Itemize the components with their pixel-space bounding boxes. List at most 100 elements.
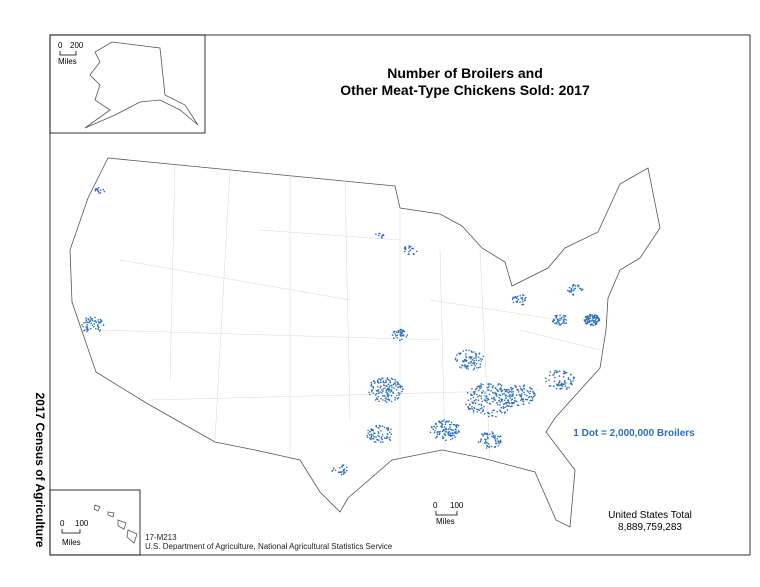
dot — [343, 473, 345, 475]
dot — [447, 434, 450, 436]
dot — [387, 429, 390, 432]
dot — [386, 398, 389, 401]
dot — [510, 387, 512, 389]
dot — [467, 405, 469, 408]
dot — [475, 359, 478, 362]
dot — [380, 430, 382, 432]
dot — [485, 397, 488, 399]
dot — [497, 390, 499, 393]
dot — [560, 387, 563, 390]
dot — [99, 321, 102, 324]
dot — [395, 388, 398, 391]
dot — [500, 407, 503, 409]
dot — [480, 384, 482, 387]
dot — [468, 408, 471, 411]
dot — [474, 388, 477, 391]
dot — [98, 322, 100, 324]
dot — [505, 405, 508, 408]
dot — [501, 398, 504, 401]
dot — [340, 473, 343, 476]
dot — [554, 376, 556, 379]
dot — [482, 355, 485, 358]
dot — [560, 384, 563, 387]
dot — [379, 386, 382, 389]
dot — [455, 429, 457, 431]
dot — [339, 467, 341, 469]
dot — [408, 250, 410, 253]
dot — [85, 319, 88, 322]
dot — [519, 385, 521, 388]
dot — [503, 412, 506, 414]
dot — [369, 437, 371, 440]
dot — [565, 322, 568, 324]
dot — [488, 385, 490, 387]
dot — [380, 381, 382, 384]
dot — [441, 426, 444, 429]
dot — [399, 384, 402, 387]
dot — [471, 401, 473, 403]
dot — [343, 471, 345, 473]
dot — [545, 377, 547, 380]
dot — [529, 386, 531, 389]
dot — [517, 298, 520, 301]
dot — [454, 358, 457, 361]
dot — [385, 391, 387, 393]
dot — [386, 378, 389, 381]
dot — [554, 315, 556, 317]
dot — [557, 319, 560, 321]
dot — [343, 468, 346, 471]
dot — [559, 314, 561, 317]
dot — [408, 246, 411, 248]
dot — [395, 331, 398, 333]
dot — [452, 424, 455, 426]
dot — [571, 285, 574, 288]
dot — [577, 285, 579, 288]
dot — [98, 330, 101, 332]
dot — [402, 330, 405, 333]
dot — [399, 339, 401, 342]
dot — [375, 424, 378, 427]
dot — [476, 393, 478, 396]
dot — [504, 390, 507, 393]
dot — [396, 336, 398, 339]
dot — [484, 440, 487, 443]
dot — [100, 320, 103, 322]
dot — [529, 399, 531, 402]
dot — [450, 438, 452, 441]
dot — [511, 395, 513, 397]
dot — [552, 385, 555, 388]
dot — [97, 187, 100, 189]
dot — [480, 383, 482, 385]
dot — [493, 446, 496, 448]
dot — [565, 382, 567, 384]
dot — [482, 433, 485, 436]
dot — [511, 398, 514, 401]
dot — [396, 334, 399, 336]
dot — [499, 440, 502, 443]
dot — [479, 363, 482, 366]
dot — [514, 400, 517, 402]
dot — [377, 390, 379, 393]
dot — [378, 435, 381, 438]
dot — [509, 397, 512, 399]
dot — [471, 408, 474, 410]
dot — [341, 464, 344, 466]
dot — [382, 441, 384, 443]
dot — [519, 301, 521, 303]
dot — [499, 404, 501, 406]
dot — [555, 387, 558, 390]
dot — [445, 428, 448, 431]
dot — [598, 317, 600, 320]
dot — [504, 406, 506, 409]
dot — [572, 380, 574, 382]
dot — [486, 399, 488, 401]
dot — [481, 400, 484, 403]
dot — [98, 321, 100, 323]
dot — [471, 356, 473, 358]
dot — [484, 432, 486, 434]
dot — [386, 395, 389, 397]
dot — [99, 329, 102, 331]
dot — [386, 385, 388, 388]
dot — [514, 295, 517, 298]
dot — [344, 471, 347, 474]
